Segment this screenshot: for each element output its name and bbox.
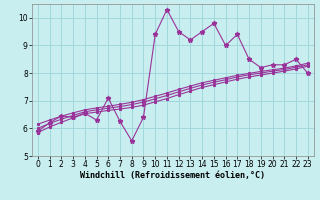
X-axis label: Windchill (Refroidissement éolien,°C): Windchill (Refroidissement éolien,°C) (80, 171, 265, 180)
